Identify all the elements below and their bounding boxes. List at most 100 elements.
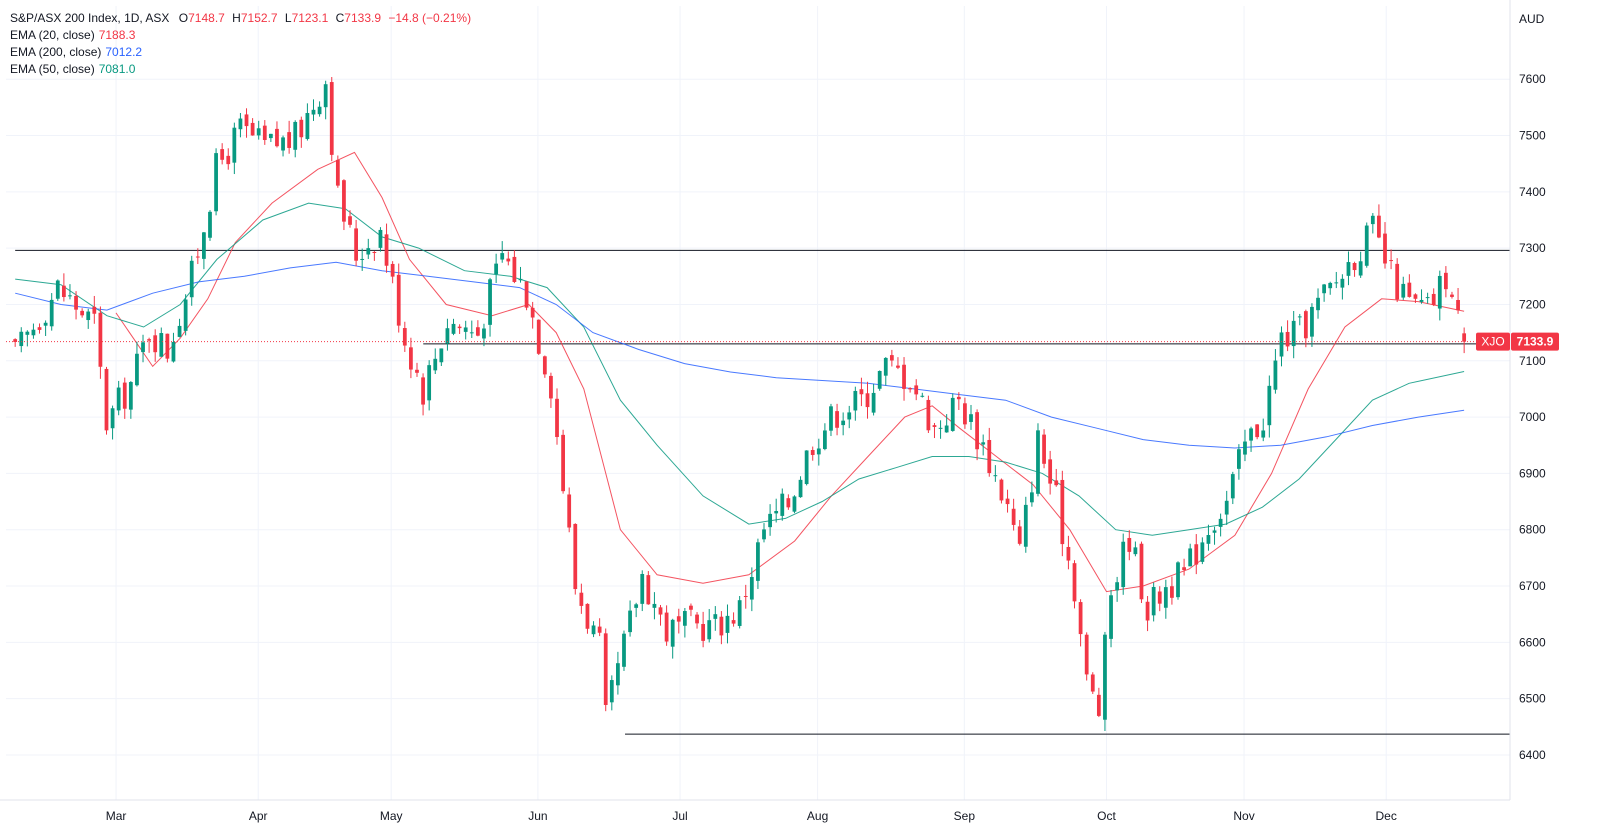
candle-body <box>524 281 529 308</box>
candle-body <box>409 347 413 370</box>
candle-body <box>658 607 663 615</box>
candle-body <box>1127 537 1132 552</box>
candle-body <box>944 425 949 433</box>
candle-body <box>360 258 365 260</box>
candle-body <box>1322 284 1327 294</box>
candle-body <box>1297 316 1302 318</box>
candle-body <box>1431 293 1436 306</box>
candle-body <box>950 397 955 431</box>
legend-ema50[interactable]: EMA (50, close) 7081.0 <box>10 61 475 78</box>
candle-body <box>287 132 292 148</box>
legend: S&P/ASX 200 Index, 1D, ASX O7148.7 H7152… <box>10 10 475 78</box>
candle-body <box>567 494 572 528</box>
candle-body <box>153 335 158 353</box>
candle-body <box>98 312 103 367</box>
candle-body <box>1413 294 1418 299</box>
candle-body <box>1194 544 1199 565</box>
candle-body <box>384 234 389 266</box>
candle-body <box>768 513 772 528</box>
close-value: 7133.9 <box>344 11 381 25</box>
ema200-label: EMA (200, close) <box>10 45 102 59</box>
candle-body <box>561 434 565 492</box>
candle-body <box>1316 297 1320 311</box>
candle-body <box>427 365 432 401</box>
candle-body <box>104 368 109 431</box>
candle-body <box>1419 299 1424 302</box>
candle-body <box>141 342 145 353</box>
candle-body <box>244 114 249 127</box>
candle-body <box>1334 282 1339 284</box>
candle-body <box>1011 508 1016 525</box>
candle-body <box>1450 294 1454 297</box>
candle-body <box>701 623 706 641</box>
y-tick-label: 7600 <box>1519 72 1546 86</box>
candle-body <box>80 310 85 316</box>
candle-body <box>707 620 712 640</box>
candle-body <box>835 411 839 428</box>
candle-body <box>342 180 346 222</box>
candle-body <box>1236 449 1241 469</box>
change-value: −14.8 (−0.21%) <box>388 11 472 25</box>
low-value: 7123.1 <box>291 11 329 25</box>
candle-body <box>682 611 687 626</box>
candle-body <box>1042 434 1046 464</box>
candle-body <box>1261 430 1266 438</box>
candle-body <box>1255 424 1260 438</box>
candle-body <box>536 319 541 354</box>
candle-body <box>43 322 48 326</box>
candle-body <box>695 614 699 624</box>
candle-body <box>725 615 730 633</box>
candle-body <box>914 385 919 395</box>
candle-body <box>883 357 888 376</box>
candle-body <box>853 390 858 411</box>
candle-body <box>226 155 231 165</box>
x-tick-label: Oct <box>1097 809 1116 823</box>
candle-body <box>354 228 358 261</box>
candle-body <box>275 128 279 147</box>
candle-body <box>1066 546 1071 561</box>
legend-title-row: S&P/ASX 200 Index, 1D, ASX O7148.7 H7152… <box>10 10 475 27</box>
candle-body <box>1291 320 1296 347</box>
candle-body <box>1303 311 1308 339</box>
symbol-label: XJO <box>1481 335 1504 349</box>
candle-body <box>889 355 894 361</box>
candle-body <box>1030 492 1034 503</box>
candle-body <box>792 496 797 512</box>
candle-body <box>202 232 206 259</box>
candle-body <box>1176 562 1180 598</box>
candle-body <box>640 573 645 604</box>
candle-body <box>1096 694 1101 716</box>
candle-body <box>494 263 499 275</box>
candle-body <box>1036 430 1040 494</box>
candle-body <box>1407 282 1412 297</box>
candle-body <box>463 327 468 332</box>
candle-body <box>664 612 669 642</box>
candle-body <box>171 342 176 362</box>
candle-body <box>293 121 298 150</box>
candle-body <box>311 109 316 115</box>
candle-body <box>1425 297 1430 299</box>
legend-ema200[interactable]: EMA (200, close) 7012.2 <box>10 44 475 61</box>
candle-body <box>969 414 973 422</box>
candle-body <box>865 393 870 408</box>
x-tick-label: Jun <box>528 809 547 823</box>
candle-body <box>932 425 937 427</box>
candle-body <box>762 529 766 540</box>
candle-body <box>1163 587 1168 608</box>
ema-line <box>115 151 1465 593</box>
ema200-value: 7012.2 <box>105 45 143 59</box>
candle-body <box>61 285 66 298</box>
y-tick-label: 6500 <box>1519 692 1546 706</box>
candle-body <box>1310 306 1314 337</box>
candle-body <box>1358 261 1363 276</box>
candle-body <box>1170 586 1174 598</box>
legend-ema20[interactable]: EMA (20, close) 7188.3 <box>10 27 475 44</box>
x-tick-label: Jul <box>672 809 687 823</box>
candle-body <box>329 82 334 155</box>
x-tick-label: Nov <box>1233 809 1254 823</box>
candle-body <box>549 375 553 399</box>
candle-body <box>122 382 127 409</box>
candle-body <box>634 604 639 608</box>
